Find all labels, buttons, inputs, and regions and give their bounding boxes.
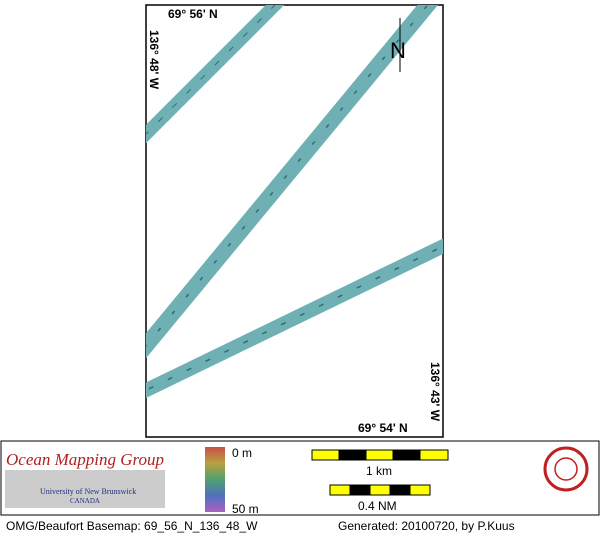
depth-bar <box>205 447 225 512</box>
km-label: 1 km <box>366 464 392 478</box>
swath <box>146 238 443 399</box>
top-latitude: 69° 56' N <box>168 7 218 21</box>
nm-scale <box>329 484 431 496</box>
university: University of New Brunswick <box>40 487 136 496</box>
footer-generated: Generated: 20100720, by P.Kuus <box>338 519 515 533</box>
seal-logo-inner <box>554 457 578 481</box>
seal-logo <box>543 446 589 492</box>
swath <box>146 5 285 144</box>
group-name: Ocean Mapping Group <box>6 450 164 469</box>
left-longitude: 136° 48' W <box>147 30 161 90</box>
nm-label: 0.4 NM <box>358 499 397 513</box>
footer-basemap: OMG/Beaufort Basemap: 69_56_N_136_48_W <box>6 519 258 533</box>
km-scale <box>311 449 449 461</box>
swaths <box>146 5 443 399</box>
bottom-latitude: 69° 54' N <box>358 421 408 435</box>
country: CANADA <box>70 497 100 505</box>
logo-image <box>5 470 165 508</box>
swath-detail <box>146 5 429 347</box>
north-label: N <box>390 38 406 63</box>
depth-top: 0 m <box>232 446 252 460</box>
depth-bottom: 50 m <box>232 502 259 516</box>
right-longitude: 136° 43' W <box>428 362 442 422</box>
